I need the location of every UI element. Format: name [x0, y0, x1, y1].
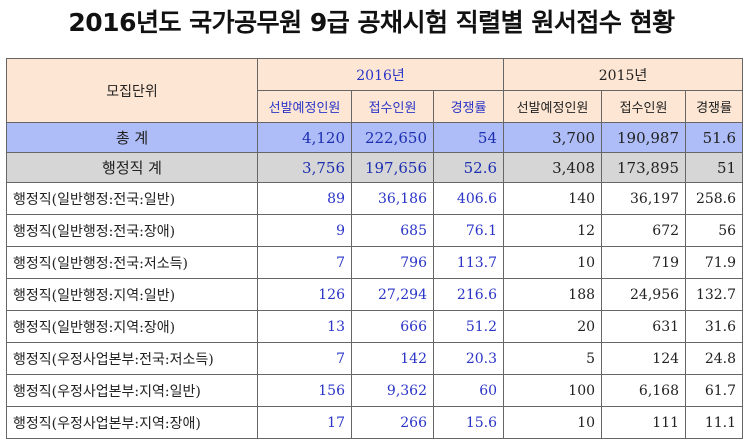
row-label: 행정직(우정사업본부:전국:저소득)	[6, 342, 258, 375]
row-2016-planned: 13	[257, 310, 352, 343]
total-2015-applicants: 190,987	[601, 122, 687, 153]
row-2016-applicants: 142	[351, 342, 434, 375]
row-2015-planned: 10	[503, 406, 603, 439]
admin-2016-ratio: 52.6	[432, 152, 505, 183]
row-label: 행정직(일반행정:전국:일반)	[6, 182, 258, 215]
header-2016-ratio: 경쟁률	[432, 90, 505, 123]
row-2016-applicants: 266	[351, 406, 434, 439]
row-label: 행정직(일반행정:전국:장애)	[6, 214, 258, 247]
row-2015-ratio: 61.7	[685, 374, 743, 407]
total-2015-ratio: 51.6	[685, 122, 743, 153]
total-label: 총 계	[6, 122, 258, 153]
row-2015-ratio: 11.1	[685, 406, 743, 439]
row-2016-ratio: 60	[432, 374, 505, 407]
row-2016-applicants: 27,294	[351, 278, 434, 311]
table-row: 행정직(일반행정:전국:저소득) 7 796 113.7 10 719 71.9	[6, 246, 743, 279]
row-2015-ratio: 24.8	[685, 342, 743, 375]
row-2016-planned: 126	[257, 278, 352, 311]
admin-2016-planned: 3,756	[257, 152, 352, 183]
row-2015-applicants: 24,956	[601, 278, 687, 311]
total-2016-applicants: 222,650	[351, 122, 434, 153]
row-2015-planned: 20	[503, 310, 603, 343]
row-2016-planned: 9	[257, 214, 352, 247]
row-label: 행정직(일반행정:전국:저소득)	[6, 246, 258, 279]
admin-2015-applicants: 173,895	[601, 152, 687, 183]
row-2015-planned: 5	[503, 342, 603, 375]
row-2015-planned: 12	[503, 214, 603, 247]
row-2016-applicants: 666	[351, 310, 434, 343]
row-2016-planned: 7	[257, 342, 352, 375]
table-row: 행정직(우정사업본부:지역:장애) 17 266 15.6 10 111 11.…	[6, 406, 743, 439]
row-2015-applicants: 124	[601, 342, 687, 375]
row-label: 행정직(우정사업본부:지역:장애)	[6, 406, 258, 439]
page-title: 2016년도 국가공무원 9급 공채시험 직렬별 원서접수 현황	[68, 8, 675, 37]
row-2015-planned: 140	[503, 182, 603, 215]
row-2015-applicants: 631	[601, 310, 687, 343]
table-row: 행정직(일반행정:전국:일반) 89 36,186 406.6 140 36,1…	[6, 182, 743, 215]
row-2015-ratio: 71.9	[685, 246, 743, 279]
row-2015-ratio: 132.7	[685, 278, 743, 311]
row-2015-planned: 188	[503, 278, 603, 311]
admin-subtotal-row: 행정직 계 3,756 197,656 52.6 3,408 173,895 5…	[6, 152, 743, 183]
row-2016-ratio: 113.7	[432, 246, 505, 279]
row-label: 행정직(일반행정:지역:일반)	[6, 278, 258, 311]
row-2016-applicants: 685	[351, 214, 434, 247]
row-2015-planned: 100	[503, 374, 603, 407]
row-2016-ratio: 406.6	[432, 182, 505, 215]
row-2015-applicants: 6,168	[601, 374, 687, 407]
header-year-2015: 2015년	[503, 58, 743, 91]
header-year-2016: 2016년	[256, 58, 505, 91]
header-2016-applicants: 접수인원	[351, 90, 434, 123]
row-2016-planned: 156	[257, 374, 352, 407]
row-2015-ratio: 31.6	[685, 310, 743, 343]
row-2016-ratio: 216.6	[432, 278, 505, 311]
row-2015-applicants: 719	[601, 246, 687, 279]
total-row: 총 계 4,120 222,650 54 3,700 190,987 51.6	[6, 122, 743, 153]
admin-2015-planned: 3,408	[503, 152, 603, 183]
row-2016-ratio: 51.2	[432, 310, 505, 343]
header-2015-planned: 선발예정인원	[503, 90, 603, 123]
table-row: 행정직(일반행정:전국:장애) 9 685 76.1 12 672 56	[6, 214, 743, 247]
admin-label: 행정직 계	[6, 152, 258, 183]
admin-2016-applicants: 197,656	[351, 152, 434, 183]
row-2015-applicants: 36,197	[601, 182, 687, 215]
header-recruit-unit: 모집단위	[6, 58, 258, 123]
admin-2015-ratio: 51	[685, 152, 743, 183]
row-2016-ratio: 15.6	[432, 406, 505, 439]
row-2015-applicants: 672	[601, 214, 687, 247]
header-2015-applicants: 접수인원	[601, 90, 687, 123]
row-2016-planned: 7	[257, 246, 352, 279]
total-2016-ratio: 54	[432, 122, 505, 153]
header-2015-ratio: 경쟁률	[685, 90, 743, 123]
row-2016-planned: 89	[257, 182, 352, 215]
table-row: 행정직(우정사업본부:지역:일반) 156 9,362 60 100 6,168…	[6, 374, 743, 407]
row-2016-applicants: 796	[351, 246, 434, 279]
table-row: 행정직(일반행정:지역:일반) 126 27,294 216.6 188 24,…	[6, 278, 743, 311]
table-row: 행정직(우정사업본부:전국:저소득) 7 142 20.3 5 124 24.8	[6, 342, 743, 375]
header-2016-planned: 선발예정인원	[257, 90, 352, 123]
total-2016-planned: 4,120	[257, 122, 352, 153]
row-label: 행정직(일반행정:지역:장애)	[6, 310, 258, 343]
row-2015-ratio: 258.6	[685, 182, 743, 215]
row-2015-applicants: 111	[601, 406, 687, 439]
table-row: 행정직(일반행정:지역:장애) 13 666 51.2 20 631 31.6	[6, 310, 743, 343]
applications-table: 모집단위 2016년 2015년 선발예정인원 접수인원 경쟁률 선발예정인원 …	[6, 58, 743, 439]
row-2016-applicants: 36,186	[351, 182, 434, 215]
row-2016-ratio: 76.1	[432, 214, 505, 247]
row-label: 행정직(우정사업본부:지역:일반)	[6, 374, 258, 407]
total-2015-planned: 3,700	[503, 122, 603, 153]
row-2016-ratio: 20.3	[432, 342, 505, 375]
row-2016-applicants: 9,362	[351, 374, 434, 407]
row-2015-planned: 10	[503, 246, 603, 279]
row-2016-planned: 17	[257, 406, 352, 439]
row-2015-ratio: 56	[685, 214, 743, 247]
